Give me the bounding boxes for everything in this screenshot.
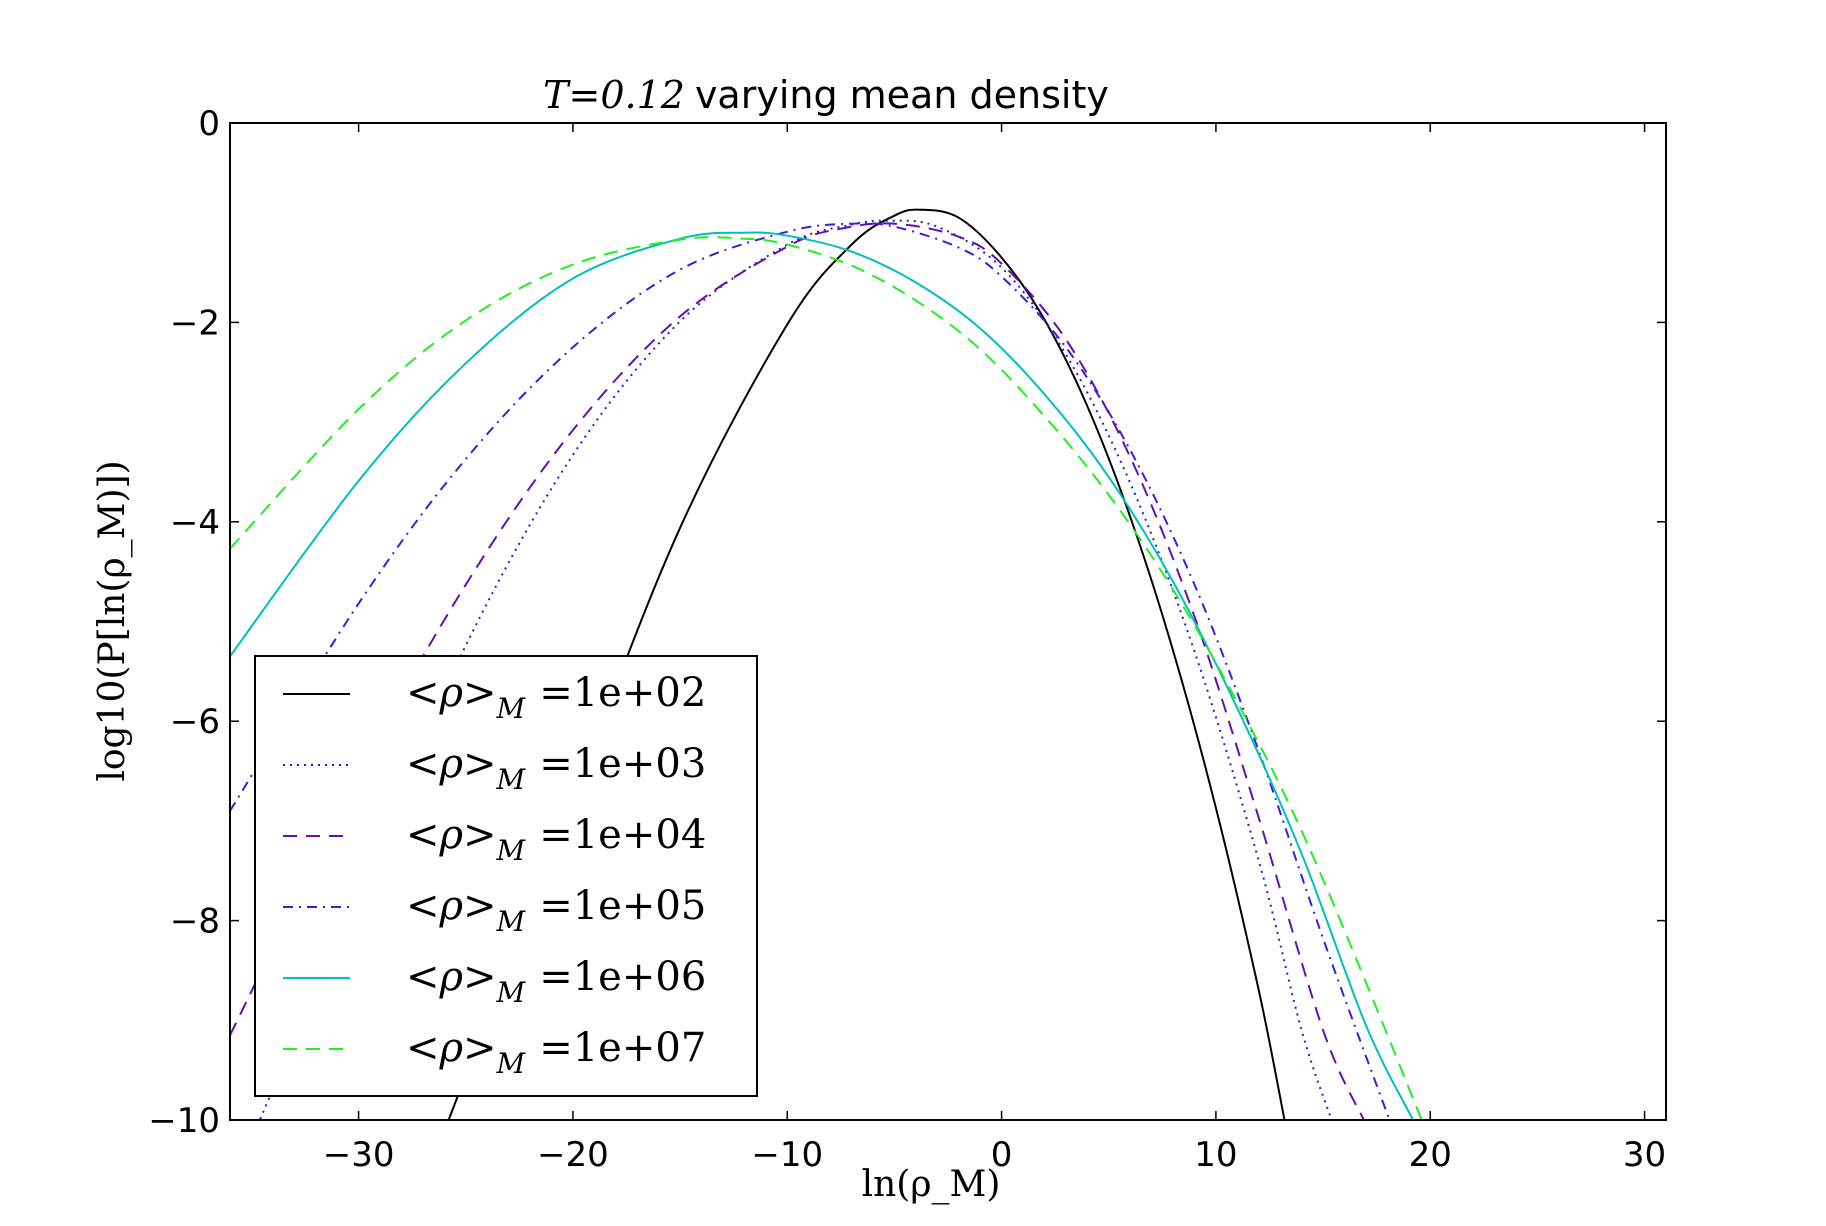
legend-label-4: <ρ>M =1e+05 xyxy=(406,883,706,938)
series-layer xyxy=(230,208,1423,1120)
legend-label-1: <ρ>M =1e+02 xyxy=(406,670,706,725)
legend-label-rho: <ρ> xyxy=(406,1025,497,1071)
series-line-6 xyxy=(230,236,1423,1120)
legend-label-sub: M xyxy=(496,1047,527,1080)
x-axis-ticks: −30 −20 −10 0 10 20 30 xyxy=(323,123,1666,1175)
legend-label-value: =1e+06 xyxy=(539,954,706,1000)
chart-title-math: T=0.12 xyxy=(543,73,685,117)
legend-label-value: =1e+05 xyxy=(539,883,706,929)
legend-label-value: =1e+04 xyxy=(539,812,706,858)
legend-label-2: <ρ>M =1e+03 xyxy=(406,741,706,796)
series-line-5 xyxy=(230,231,1414,1120)
series-line-3 xyxy=(230,222,1365,1120)
x-tick-label: 0 xyxy=(991,1135,1013,1175)
x-tick-label: −10 xyxy=(751,1135,823,1175)
plot-frame xyxy=(229,122,1667,1121)
legend-label-3: <ρ>M =1e+04 xyxy=(406,812,706,867)
y-tick-label: −10 xyxy=(148,1101,220,1141)
y-tick-label: −8 xyxy=(170,902,220,942)
legend-label-rho: <ρ> xyxy=(406,741,497,787)
y-tick-label: −6 xyxy=(170,702,220,742)
legend: <ρ>M =1e+02<ρ>M =1e+03<ρ>M =1e+04<ρ>M =1e+05… xyxy=(254,655,758,1097)
legend-label-sub: M xyxy=(496,834,527,867)
y-tick-label: 0 xyxy=(198,104,220,144)
legend-label-value: =1e+03 xyxy=(539,741,706,787)
legend-label-value: =1e+02 xyxy=(539,670,706,716)
y-axis-ticks: 0 −2 −4 −6 −8 −10 xyxy=(148,104,1666,1141)
x-axis-label: ln(ρ_M) xyxy=(862,1164,1001,1205)
legend-label-rho: <ρ> xyxy=(406,812,497,858)
x-tick-label: 20 xyxy=(1409,1135,1452,1175)
chart-title: T=0.12 varying mean density xyxy=(543,73,1109,117)
y-axis-label: log10(P[ln(ρ_M)]) xyxy=(92,460,133,781)
legend-label-6: <ρ>M =1e+07 xyxy=(406,1025,706,1080)
y-tick-label: −2 xyxy=(170,303,220,343)
legend-label-5: <ρ>M =1e+06 xyxy=(406,954,706,1009)
legend-label-sub: M xyxy=(496,763,527,796)
legend-label-rho: <ρ> xyxy=(406,670,497,716)
x-tick-label: −30 xyxy=(323,1135,395,1175)
x-tick-label: 10 xyxy=(1194,1135,1237,1175)
series-line-1 xyxy=(447,208,1286,1120)
legend-label-sub: M xyxy=(496,692,527,725)
legend-box xyxy=(254,655,758,1097)
legend-label-sub: M xyxy=(496,905,527,938)
legend-label-rho: <ρ> xyxy=(406,883,497,929)
y-tick-label: −4 xyxy=(170,503,220,543)
x-tick-label: −20 xyxy=(537,1135,609,1175)
chart-title-text: varying mean density xyxy=(695,73,1109,117)
series-line-4 xyxy=(230,222,1391,1120)
x-tick-label: 30 xyxy=(1623,1135,1666,1175)
legend-label-sub: M xyxy=(496,976,527,1009)
legend-label-value: =1e+07 xyxy=(539,1025,706,1071)
legend-label-rho: <ρ> xyxy=(406,954,497,1000)
